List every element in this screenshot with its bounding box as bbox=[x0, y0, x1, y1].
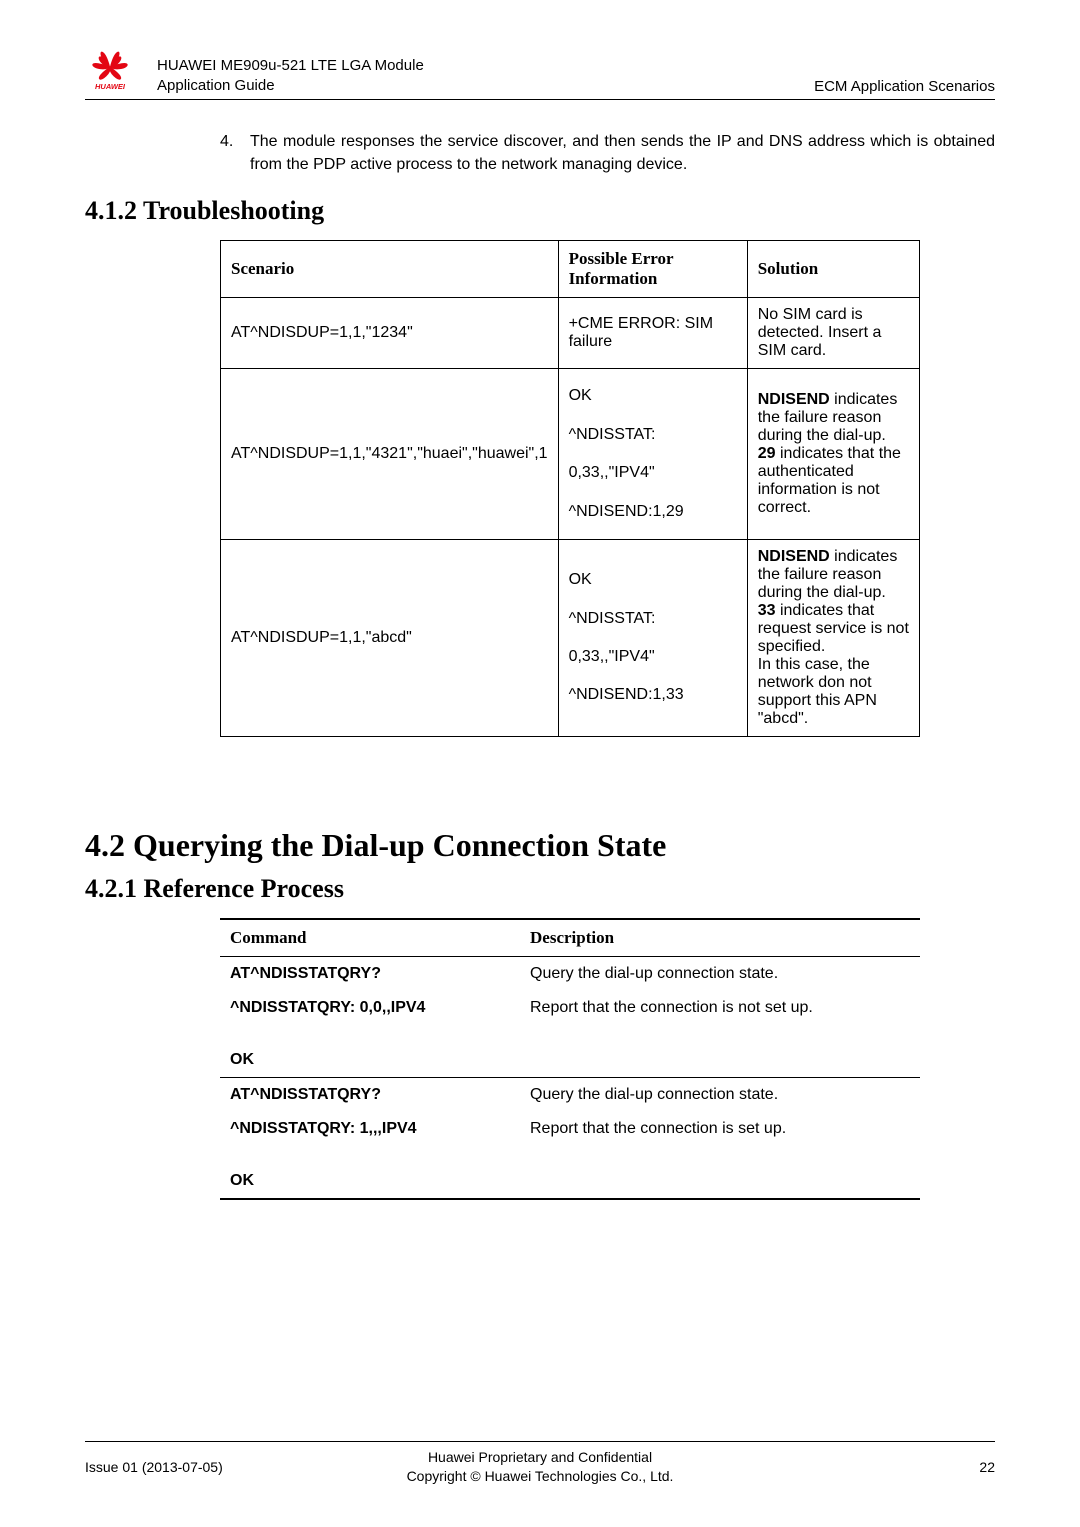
sol-bold: NDISEND bbox=[758, 548, 830, 565]
footer-line1: Huawei Proprietary and Confidential bbox=[428, 1449, 652, 1465]
err-line: ^NDISEND:1,33 bbox=[569, 686, 684, 703]
th-solution: Solution bbox=[747, 241, 919, 298]
cell-description: Query the dial-up connection state. bbox=[520, 956, 920, 991]
page: HUAWEI HUAWEI ME909u-521 LTE LGA Module … bbox=[0, 0, 1080, 1527]
cell-scenario: AT^NDISDUP=1,1,"1234" bbox=[221, 298, 559, 369]
heading-42: 4.2 Querying the Dial-up Connection Stat… bbox=[85, 827, 995, 864]
huawei-logo: HUAWEI bbox=[85, 50, 145, 95]
cell-command: OK bbox=[220, 1025, 520, 1078]
table-row: ^NDISSTATQRY: 1,,,IPV4Report that the co… bbox=[220, 1112, 920, 1146]
err-line: OK bbox=[569, 387, 592, 404]
sol-bold: NDISEND bbox=[758, 391, 830, 408]
th-error: Possible Error Information bbox=[558, 241, 747, 298]
cell-scenario: AT^NDISDUP=1,1,"abcd" bbox=[221, 539, 559, 736]
table-row: AT^NDISDUP=1,1,"1234" +CME ERROR: SIM fa… bbox=[221, 298, 920, 369]
heading-text: Reference Process bbox=[137, 874, 344, 903]
list-number: 4. bbox=[220, 130, 250, 176]
table-header-row: Scenario Possible Error Information Solu… bbox=[221, 241, 920, 298]
huawei-petals-icon: HUAWEI bbox=[85, 50, 135, 90]
cell-solution: NDISEND indicates the failure reason dur… bbox=[747, 369, 919, 540]
heading-text: Troubleshooting bbox=[137, 196, 324, 225]
table-row: AT^NDISSTATQRY?Query the dial-up connect… bbox=[220, 956, 920, 991]
table-header-row: Command Description bbox=[220, 919, 920, 957]
sol-bold: 29 bbox=[758, 445, 776, 462]
cell-command: ^NDISSTATQRY: 0,0,,IPV4 bbox=[220, 991, 520, 1025]
reference-table: Command Description AT^NDISSTATQRY?Query… bbox=[220, 918, 920, 1200]
cell-command: AT^NDISSTATQRY? bbox=[220, 956, 520, 991]
cell-description: Query the dial-up connection state. bbox=[520, 1077, 920, 1112]
th-scenario: Scenario bbox=[221, 241, 559, 298]
doc-subtitle: Application Guide bbox=[157, 76, 814, 96]
footer-pagenum: 22 bbox=[735, 1459, 995, 1475]
cell-description bbox=[520, 1146, 920, 1199]
err-line: ^NDISSTAT: 0,33,,"IPV4" bbox=[569, 610, 656, 665]
heading-text: Querying the Dial-up Connection State bbox=[125, 827, 666, 863]
th-description: Description bbox=[520, 919, 920, 957]
sol-text: In this case, the network don not suppor… bbox=[758, 656, 877, 727]
table-row: AT^NDISSTATQRY?Query the dial-up connect… bbox=[220, 1077, 920, 1112]
cell-command: AT^NDISSTATQRY? bbox=[220, 1077, 520, 1112]
cell-description: Report that the connection is set up. bbox=[520, 1112, 920, 1146]
troubleshooting-table: Scenario Possible Error Information Solu… bbox=[220, 240, 920, 737]
header-titles: HUAWEI ME909u-521 LTE LGA Module Applica… bbox=[157, 56, 814, 95]
cell-solution: No SIM card is detected. Insert a SIM ca… bbox=[747, 298, 919, 369]
heading-412: 4.1.2 Troubleshooting bbox=[85, 196, 995, 226]
list-text: The module responses the service discove… bbox=[250, 130, 995, 176]
cell-scenario: AT^NDISDUP=1,1,"4321","huaei","huawei",1 bbox=[221, 369, 559, 540]
sol-text: indicates that request service is not sp… bbox=[758, 602, 909, 655]
header-section: ECM Application Scenarios bbox=[814, 78, 995, 95]
table-row: OK bbox=[220, 1146, 920, 1199]
th-command: Command bbox=[220, 919, 520, 957]
heading-421: 4.2.1 Reference Process bbox=[85, 874, 995, 904]
cell-description: Report that the connection is not set up… bbox=[520, 991, 920, 1025]
footer-center: Huawei Proprietary and Confidential Copy… bbox=[345, 1448, 735, 1487]
sol-bold: 33 bbox=[758, 602, 776, 619]
heading-num: 4.2.1 bbox=[85, 874, 137, 903]
table-row: AT^NDISDUP=1,1,"abcd" OK ^NDISSTAT: 0,33… bbox=[221, 539, 920, 736]
err-line: ^NDISEND:1,29 bbox=[569, 503, 684, 520]
cell-error: OK ^NDISSTAT: 0,33,,"IPV4" ^NDISEND:1,29 bbox=[558, 369, 747, 540]
cell-command: ^NDISSTATQRY: 1,,,IPV4 bbox=[220, 1112, 520, 1146]
heading-num: 4.2 bbox=[85, 827, 125, 863]
sol-text: indicates that the authenticated informa… bbox=[758, 445, 901, 516]
cell-error: +CME ERROR: SIM failure bbox=[558, 298, 747, 369]
page-header: HUAWEI HUAWEI ME909u-521 LTE LGA Module … bbox=[85, 50, 995, 100]
cell-description bbox=[520, 1025, 920, 1078]
err-line: OK bbox=[569, 571, 592, 588]
table-row: ^NDISSTATQRY: 0,0,,IPV4Report that the c… bbox=[220, 991, 920, 1025]
logo-text: HUAWEI bbox=[95, 82, 126, 90]
table-row: AT^NDISDUP=1,1,"4321","huaei","huawei",1… bbox=[221, 369, 920, 540]
list-item-4: 4. The module responses the service disc… bbox=[220, 130, 995, 176]
cell-command: OK bbox=[220, 1146, 520, 1199]
footer-line2: Copyright © Huawei Technologies Co., Ltd… bbox=[407, 1468, 674, 1484]
err-line: ^NDISSTAT: 0,33,,"IPV4" bbox=[569, 426, 656, 481]
cell-solution: NDISEND indicates the failure reason dur… bbox=[747, 539, 919, 736]
heading-num: 4.1.2 bbox=[85, 196, 137, 225]
doc-title: HUAWEI ME909u-521 LTE LGA Module bbox=[157, 56, 814, 76]
page-footer: Issue 01 (2013-07-05) Huawei Proprietary… bbox=[85, 1441, 995, 1487]
table-row: OK bbox=[220, 1025, 920, 1078]
cell-error: OK ^NDISSTAT: 0,33,,"IPV4" ^NDISEND:1,33 bbox=[558, 539, 747, 736]
footer-issue: Issue 01 (2013-07-05) bbox=[85, 1459, 345, 1475]
